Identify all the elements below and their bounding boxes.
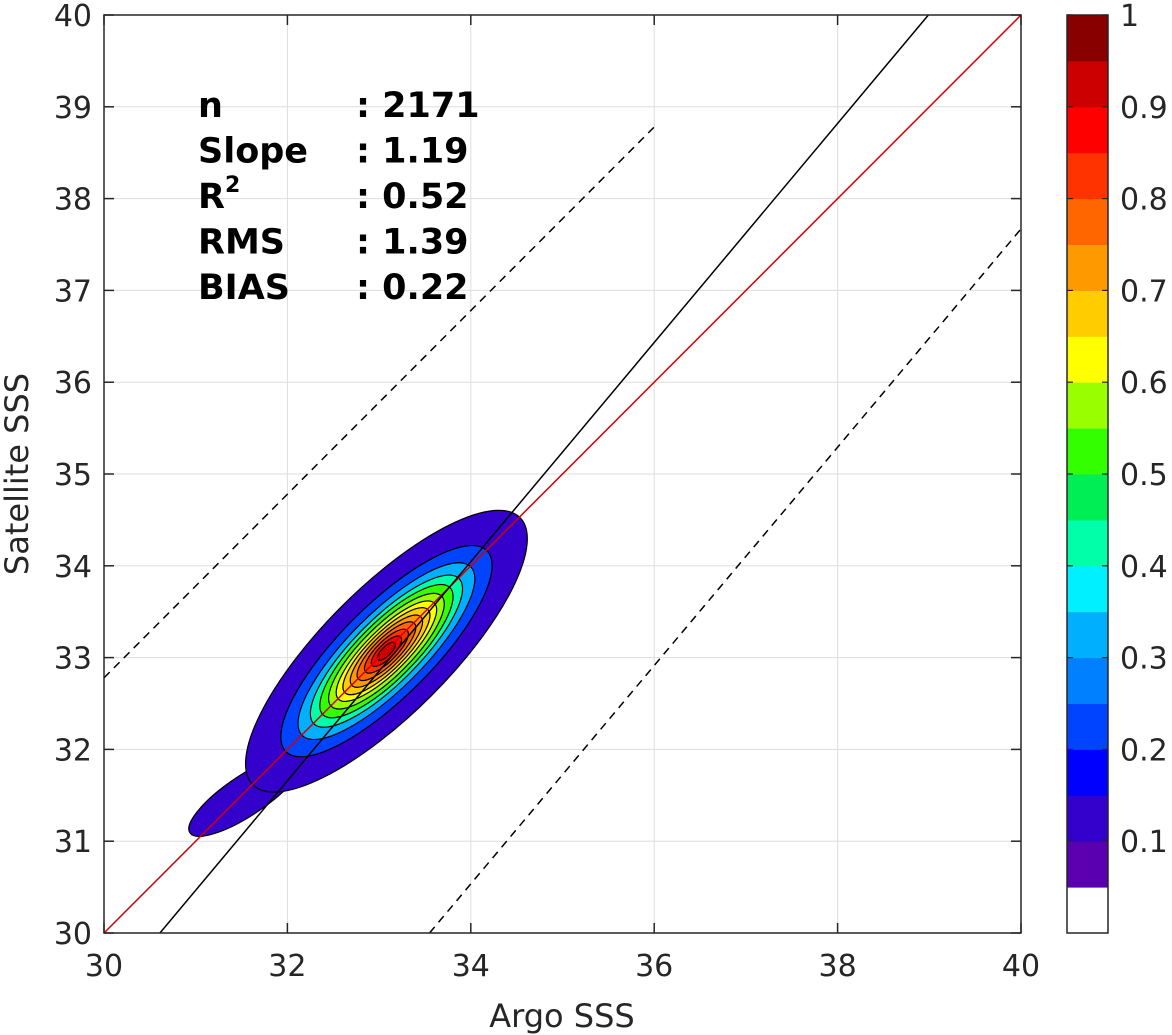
axis-ticks: 30 32 34 36 38 40 30 31 32 33 34 35 36 37 38 39 40: [54, 0, 1040, 984]
y-tick-label: 39: [54, 91, 92, 126]
colorbar-segment: [1067, 841, 1108, 888]
stat-value-rms: : 1.39: [356, 223, 469, 263]
y-tick-label: 30: [54, 917, 92, 952]
colorbar-segment: [1067, 15, 1108, 62]
y-tick-label: 34: [54, 550, 92, 585]
stat-value-slope: : 1.19: [356, 132, 469, 172]
colorbar-segment: [1067, 657, 1108, 704]
y-tick-label: 32: [54, 733, 92, 768]
colorbar-segment: [1067, 106, 1108, 154]
x-tick-label: 32: [268, 949, 306, 984]
x-tick-label: 36: [635, 949, 673, 984]
y-tick-label: 38: [54, 183, 92, 218]
colorbar-segment: [1067, 565, 1108, 613]
colorbar: 0.1 0.2 0.3 0.4 0.5 0.6 0.7 0.8 0.9 1: [1066, 0, 1168, 934]
stat-label-bias: BIAS: [198, 268, 290, 308]
y-tick-label: 40: [54, 0, 92, 34]
y-tick-label: 36: [54, 366, 92, 401]
y-tick-label: 31: [54, 825, 92, 860]
colorbar-tick-label: 0.3: [1120, 642, 1168, 677]
x-tick-label: 30: [85, 949, 123, 984]
colorbar-segment: [1067, 428, 1108, 475]
colorbar-segment: [1067, 519, 1108, 567]
colorbar-segment: [1067, 749, 1108, 796]
colorbar-segment: [1067, 152, 1108, 200]
colorbar-segment: [1067, 703, 1108, 750]
colorbar-tick-label: 0.7: [1120, 274, 1168, 309]
colorbar-tick-label: 1: [1120, 0, 1139, 34]
colorbar-tick-label: 0.5: [1120, 458, 1168, 493]
colorbar-segment: [1067, 244, 1108, 291]
reference-lines: [104, 15, 1021, 933]
stat-value-bias: : 0.22: [356, 268, 469, 308]
colorbar-tick-label: 0.6: [1120, 366, 1168, 401]
colorbar-segment: [1067, 887, 1108, 934]
stat-label-rms: RMS: [198, 223, 285, 263]
colorbar-segment: [1067, 60, 1108, 108]
colorbar-segment: [1067, 290, 1108, 337]
colorbar-tick-label: 0.4: [1120, 550, 1168, 585]
colorbar-tick-label: 0.2: [1120, 733, 1168, 768]
x-tick-label: 40: [1002, 949, 1040, 984]
colorbar-segment: [1067, 795, 1108, 842]
stat-label-slope: Slope: [198, 132, 308, 172]
upper-bound-line: [104, 126, 655, 679]
colorbar-tick-label: 0.9: [1120, 91, 1168, 126]
colorbar-segment: [1067, 474, 1108, 521]
y-axis-label: Satellite SSS: [0, 373, 36, 575]
y-tick-label: 33: [54, 642, 92, 677]
x-axis-label: Argo SSS: [489, 997, 634, 1035]
x-tick-label: 34: [452, 949, 490, 984]
regression-fit-line: [159, 15, 929, 933]
x-tick-label: 38: [819, 949, 857, 984]
colorbar-segment: [1067, 336, 1108, 383]
colorbar-segment: [1067, 198, 1108, 245]
colorbar-tick-label: 0.8: [1120, 183, 1168, 218]
colorbar-segment: [1067, 611, 1108, 659]
stat-value-n: : 2171: [356, 86, 480, 126]
y-tick-label: 37: [54, 274, 92, 309]
y-tick-label: 35: [54, 458, 92, 493]
colorbar-tick-label: 0.1: [1120, 825, 1168, 860]
stat-value-r: : 0.52: [356, 177, 469, 217]
one-to-one-line: [104, 15, 1021, 933]
colorbar-segment: [1067, 382, 1108, 429]
stat-label-n: n: [198, 86, 223, 126]
